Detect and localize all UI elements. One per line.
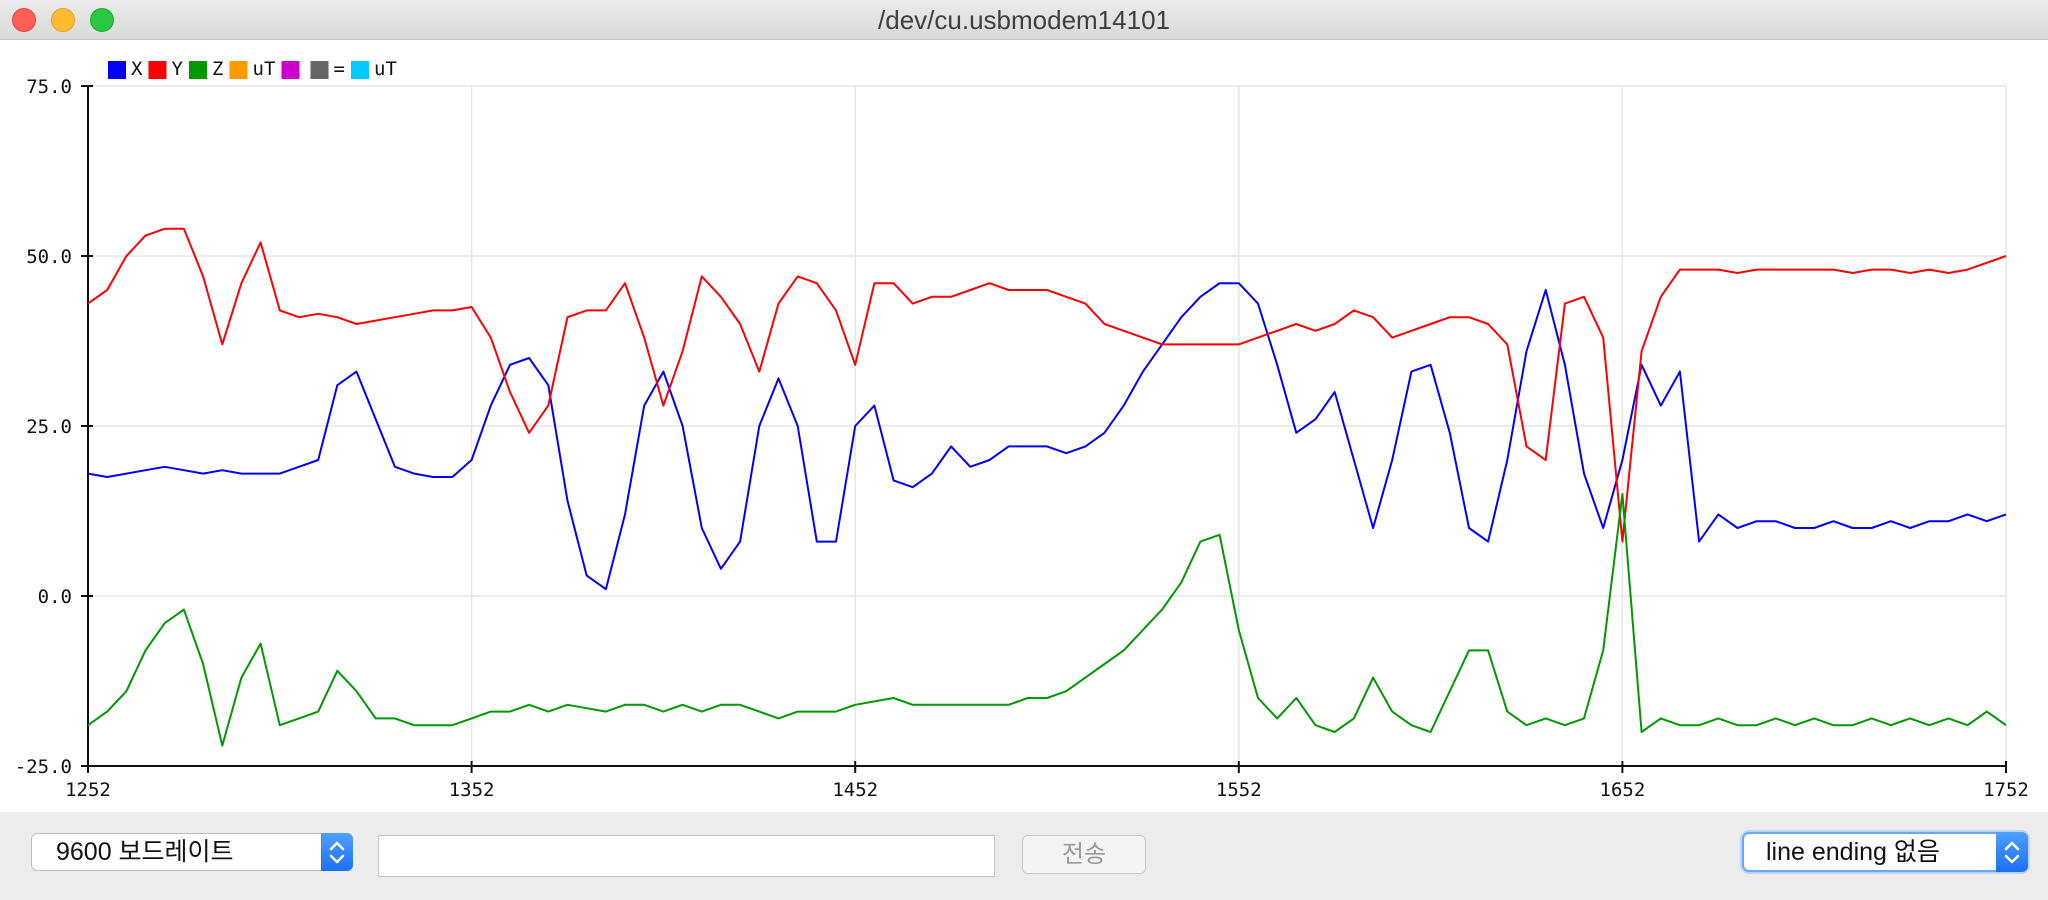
legend-label: uT	[253, 58, 276, 80]
legend-label: X	[131, 58, 143, 80]
legend-swatch	[351, 61, 369, 79]
chevron-up-down-icon	[321, 833, 353, 871]
series-line-z	[87, 493, 2007, 747]
serial-send-input[interactable]	[378, 835, 995, 877]
x-tick-label: 1552	[1216, 779, 1262, 801]
window-title: /dev/cu.usbmodem14101	[878, 5, 1170, 35]
chevron-up-down-icon	[1996, 832, 2028, 872]
title-bar: /dev/cu.usbmodem14101	[0, 0, 2048, 40]
legend-swatch	[310, 61, 329, 79]
legend-label: Y	[172, 58, 184, 80]
y-tick-label: 25.0	[26, 416, 72, 438]
legend-swatch	[189, 61, 207, 79]
close-window-button[interactable]	[12, 8, 36, 32]
y-tick-label: -25.0	[15, 756, 72, 778]
baud-rate-select[interactable]: 9600 보드레이트	[31, 833, 353, 871]
line-ending-value: line ending 없음	[1766, 838, 1940, 866]
legend-label: =	[334, 58, 345, 80]
series-line-y	[87, 227, 2007, 543]
series-line-x	[87, 282, 2007, 591]
x-tick-label: 1352	[449, 779, 495, 801]
legend-swatch	[108, 61, 126, 79]
legend-swatch	[229, 61, 248, 79]
baud-rate-value: 9600 보드레이트	[56, 838, 234, 866]
x-tick-label: 1652	[1600, 779, 1646, 801]
y-tick-label: 0.0	[38, 586, 72, 608]
legend-swatch	[281, 61, 300, 79]
y-tick-label: 75.0	[26, 76, 72, 98]
line-ending-select[interactable]: line ending 없음	[1742, 832, 2028, 872]
legend-label: uT	[374, 58, 397, 80]
send-button[interactable]: 전송	[1022, 835, 1146, 874]
serial-plotter-area: 75.0 50.0 25.0 0.0 -25.0 1252 1352 1452 1552 1652…	[0, 40, 2048, 812]
x-tick-label: 1752	[1983, 779, 2029, 801]
zoom-window-button[interactable]	[90, 8, 114, 32]
x-tick-label: 1252	[65, 779, 111, 801]
x-tick-label: 1452	[832, 779, 878, 801]
legend-swatch	[148, 61, 167, 79]
legend-label: Z	[212, 58, 223, 80]
minimize-window-button[interactable]	[51, 8, 75, 32]
y-tick-label: 50.0	[26, 246, 72, 268]
